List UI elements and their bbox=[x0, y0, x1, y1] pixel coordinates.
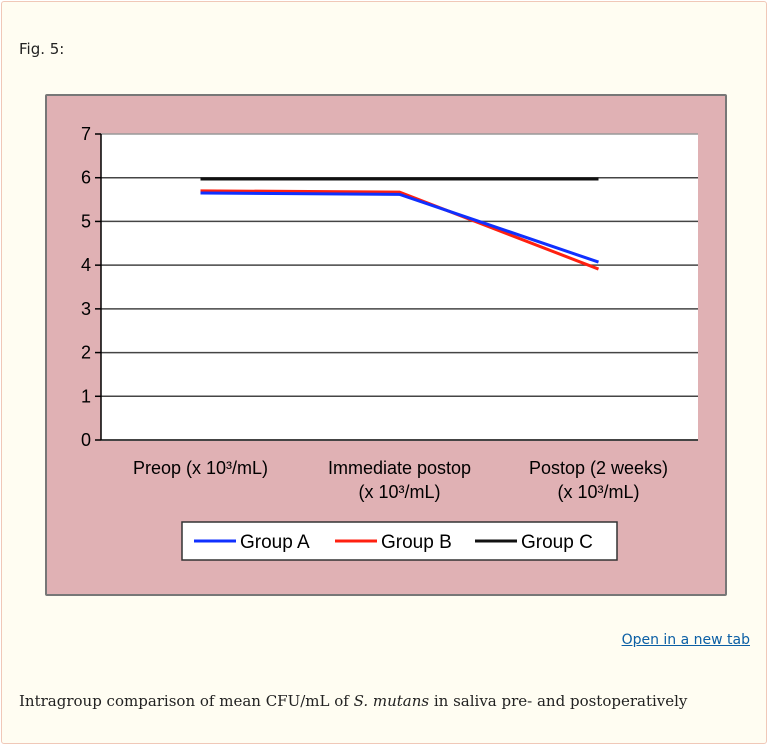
x-tick-label: Immediate postop bbox=[328, 458, 471, 478]
series-line-group-b bbox=[200, 189, 600, 271]
caption-text: Intragroup comparison of mean CFU/mL of bbox=[19, 692, 354, 710]
y-tick-label: 0 bbox=[81, 430, 91, 450]
x-tick-label: Preop (x 10³/mL) bbox=[133, 458, 268, 478]
y-tick-label: 3 bbox=[81, 299, 91, 319]
x-tick-label: (x 10³/mL) bbox=[358, 482, 440, 502]
figure-caption: Intragroup comparison of mean CFU/mL of … bbox=[19, 692, 687, 710]
x-tick-label: Postop (2 weeks) bbox=[529, 458, 668, 478]
caption-species: S. mutans bbox=[353, 692, 430, 710]
y-tick-label: 4 bbox=[81, 255, 91, 275]
x-tick-label: (x 10³/mL) bbox=[557, 482, 639, 502]
y-tick-label: 5 bbox=[81, 211, 91, 231]
legend-label: Group B bbox=[381, 532, 452, 553]
line-chart: 0 1 2 3 4 5 6 7 Preop (x 10³/mL) Immediate postop… bbox=[81, 124, 698, 561]
legend-box bbox=[181, 521, 618, 561]
chart-container: 0 1 2 3 4 5 6 7 Preop (x 10³/mL) Immediate postop… bbox=[45, 94, 727, 596]
y-tick-label: 1 bbox=[81, 386, 91, 406]
open-in-new-tab-link[interactable]: Open in a new tab bbox=[621, 632, 750, 648]
plot-area bbox=[101, 134, 698, 440]
legend-label: Group A bbox=[240, 532, 310, 553]
figure-label: Fig. 5: bbox=[19, 40, 65, 58]
caption-text-end: in saliva pre- and postoperatively bbox=[429, 692, 688, 710]
y-tick-label: 2 bbox=[81, 343, 91, 363]
y-tick-label: 7 bbox=[81, 124, 91, 144]
legend-label: Group C bbox=[521, 532, 593, 553]
series-line-group-a bbox=[200, 191, 599, 264]
y-tick-label: 6 bbox=[81, 168, 91, 188]
